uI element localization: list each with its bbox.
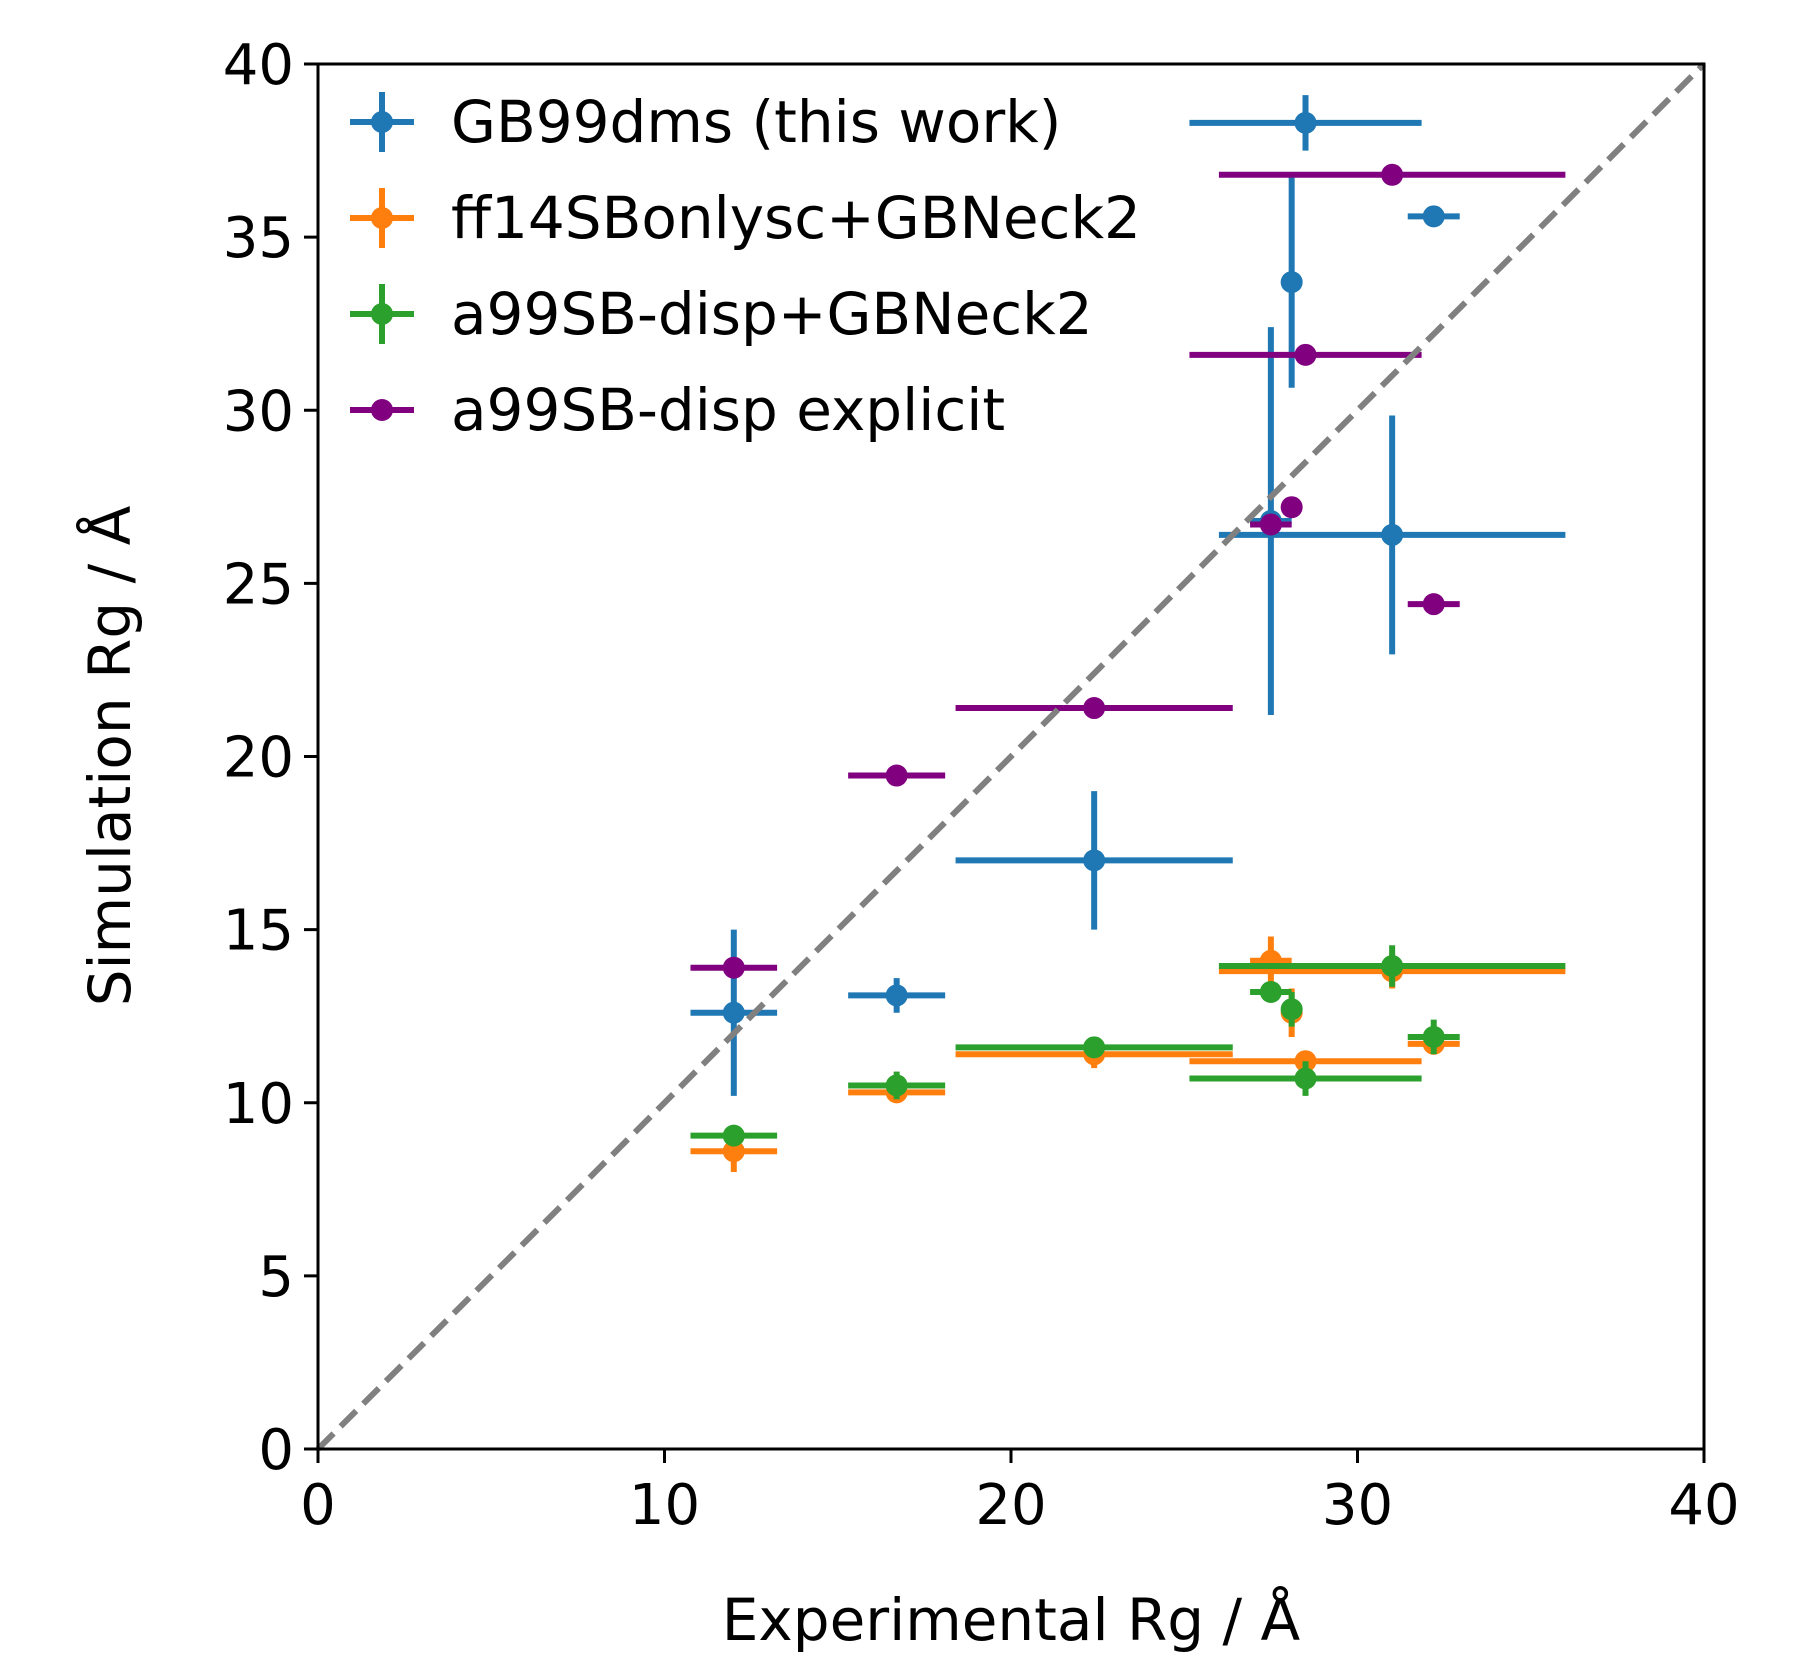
y-tick-label: 20 [223, 726, 294, 791]
data-point [1422, 205, 1445, 228]
data-point [885, 984, 908, 1007]
identity-reference-line [315, 61, 1707, 1452]
plot-marks [690, 95, 1566, 1172]
y-tick-label: 30 [223, 379, 294, 444]
x-axis-label: Experimental Rg / Å [722, 1585, 1301, 1654]
data-point [722, 1001, 745, 1024]
legend-item: GB99dms (this work) [350, 88, 1061, 156]
y-axis-label: Simulation Rg / Å [75, 505, 144, 1006]
y-tick-label: 35 [223, 206, 294, 271]
legend-label: a99SB-disp+GBNeck2 [451, 280, 1093, 348]
data-point [722, 1140, 745, 1163]
data-point [885, 764, 908, 787]
data-point [1259, 980, 1282, 1003]
data-point [1083, 697, 1106, 720]
legend: GB99dms (this work) ff14SBonlysc+GBNeck2 a… [350, 88, 1141, 444]
x-axis-ticks: 0 10 20 30 40 [300, 1449, 1740, 1538]
data-point [722, 956, 745, 979]
y-tick-label: 15 [223, 899, 294, 964]
data-point [1083, 849, 1106, 872]
legend-marker-icon [371, 207, 393, 229]
y-tick-label: 0 [258, 1418, 294, 1483]
data-point [1381, 523, 1404, 546]
series-2 [690, 945, 1566, 1147]
y-tick-label: 10 [223, 1072, 294, 1137]
data-point [1280, 496, 1303, 519]
data-point [1280, 271, 1303, 294]
data-point [1381, 954, 1404, 977]
data-point [1422, 593, 1445, 616]
x-tick-label: 30 [1322, 1473, 1393, 1538]
x-tick-label: 10 [629, 1473, 700, 1538]
data-point [1083, 1036, 1106, 1059]
legend-label: GB99dms (this work) [451, 88, 1061, 156]
legend-marker-icon [371, 303, 393, 325]
y-tick-label: 25 [223, 552, 294, 617]
legend-label: a99SB-disp explicit [451, 376, 1005, 444]
legend-label: ff14SBonlysc+GBNeck2 [451, 184, 1141, 252]
data-point [1259, 513, 1282, 536]
data-point [1422, 1025, 1445, 1048]
data-point [1294, 111, 1317, 134]
x-tick-label: 40 [1668, 1473, 1739, 1538]
x-tick-label: 20 [975, 1473, 1046, 1538]
y-tick-label: 40 [223, 33, 294, 98]
x-tick-label: 0 [300, 1473, 336, 1538]
data-point [1381, 163, 1404, 186]
legend-marker-icon [371, 399, 393, 421]
series-3 [690, 163, 1566, 979]
data-point [1294, 1067, 1317, 1090]
data-point [722, 1124, 745, 1147]
data-point [1294, 343, 1317, 366]
legend-marker-icon [371, 111, 393, 133]
data-point [885, 1074, 908, 1097]
legend-item: a99SB-disp explicit [350, 376, 1005, 444]
legend-item: a99SB-disp+GBNeck2 [350, 280, 1093, 348]
y-axis-ticks: 0 5 10 15 20 25 30 35 40 [223, 33, 318, 1483]
data-point [1280, 998, 1303, 1021]
legend-item: ff14SBonlysc+GBNeck2 [350, 184, 1141, 252]
y-tick-label: 5 [258, 1245, 294, 1310]
